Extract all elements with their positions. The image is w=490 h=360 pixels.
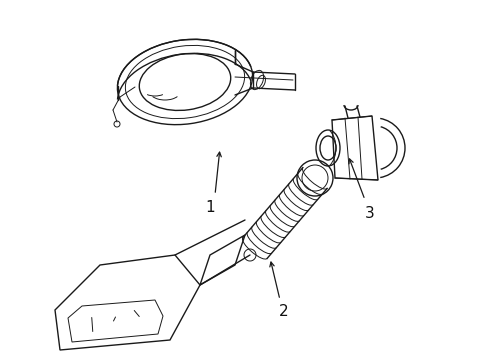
Text: 3: 3	[365, 206, 375, 220]
Text: 1: 1	[205, 201, 215, 216]
Polygon shape	[200, 235, 245, 285]
Polygon shape	[332, 116, 378, 180]
Polygon shape	[55, 255, 200, 350]
Text: 2: 2	[279, 305, 289, 320]
